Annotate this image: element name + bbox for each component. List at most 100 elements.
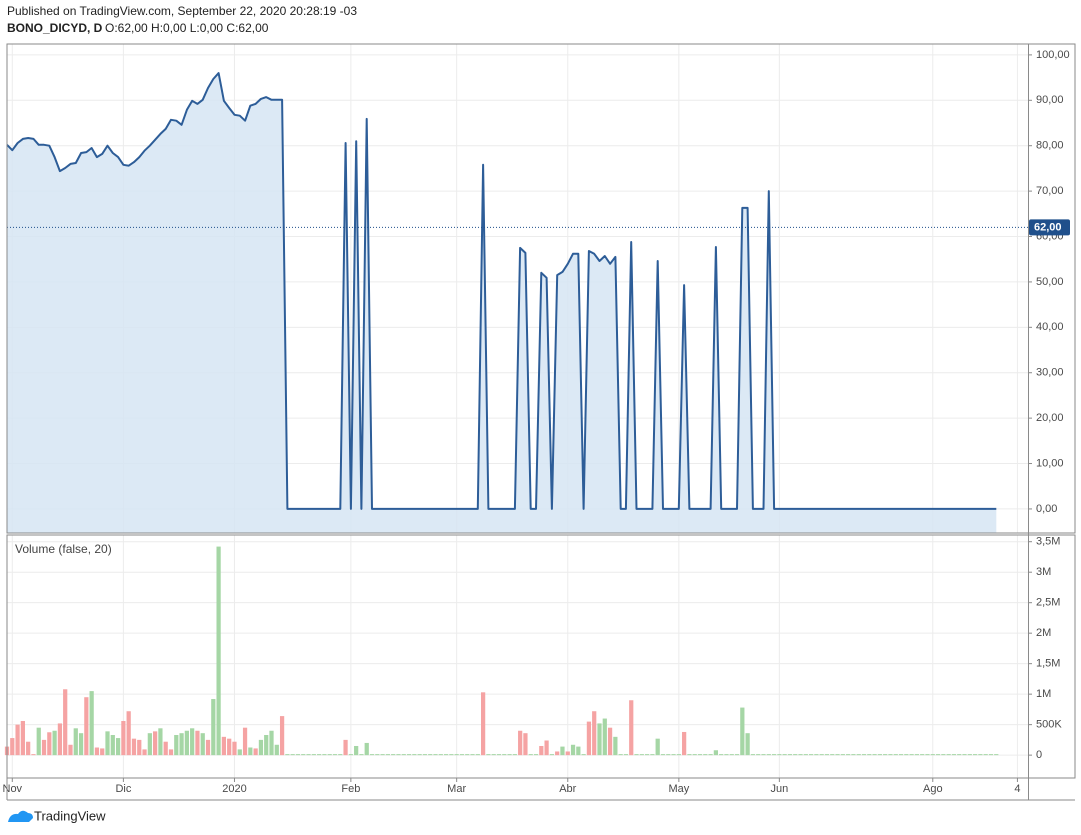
volume-bar [369, 754, 375, 756]
y-tick-label: 100,00 [1036, 49, 1070, 61]
volume-bar [375, 754, 380, 756]
y-tick-label: 0,00 [1036, 503, 1057, 515]
logo [8, 810, 33, 822]
volume-bar [295, 754, 301, 756]
volume-bar [893, 754, 898, 756]
volume-bar [639, 754, 644, 756]
volume-bar [391, 754, 396, 756]
volume-bar [438, 754, 443, 756]
volume-bar [819, 754, 824, 756]
volume-bar [734, 754, 740, 756]
y-tick-label: 2,5M [1036, 597, 1060, 609]
volume-bar [184, 730, 189, 756]
y-tick-label: 1,5M [1036, 658, 1060, 670]
volume-bar [703, 754, 708, 756]
volume-bar [47, 732, 52, 756]
volume-bar [740, 707, 745, 756]
volume-bar [20, 720, 25, 756]
last-price-label: 62,00 [1034, 221, 1062, 233]
volume-bar [359, 754, 364, 756]
volume-bar [454, 754, 459, 756]
volume-bar [31, 754, 36, 756]
volume-bar [560, 746, 565, 756]
volume-bar [475, 754, 480, 756]
last-price-box [1029, 219, 1070, 236]
volume-bar [793, 754, 798, 756]
volume-bar [872, 754, 877, 756]
volume-bar [756, 754, 761, 756]
volume-bar [988, 754, 994, 756]
volume-bar [89, 691, 94, 756]
volume-bar [147, 733, 152, 756]
volume-bar [311, 754, 316, 756]
volume-bar [380, 754, 385, 756]
volume-bar [644, 754, 650, 756]
volume-bar [771, 754, 777, 756]
volume-bar [242, 727, 248, 756]
y-tick-label: 0 [1036, 749, 1042, 761]
volume-bar [84, 697, 89, 756]
volume-bar [253, 748, 258, 756]
volume-bar [480, 692, 486, 756]
volume-bar [935, 754, 941, 756]
y-tick-label: 80,00 [1036, 140, 1064, 152]
volume-bar [856, 754, 861, 756]
volume-bar [655, 738, 660, 756]
volume-bar [883, 754, 888, 756]
volume-bar [428, 754, 433, 756]
volume-bar [507, 754, 512, 756]
volume-bar [549, 754, 555, 756]
volume-bar [327, 754, 332, 756]
volume-bar [73, 728, 78, 756]
y-tick-label: 30,00 [1036, 367, 1064, 379]
volume-bar [814, 754, 819, 756]
ohlc: O:62,00 H:0,00 L:0,00 C:62,00 [105, 21, 269, 35]
volume-bar [761, 754, 766, 756]
volume-bar [951, 754, 957, 756]
area-fill [7, 73, 997, 533]
volume-bar [840, 754, 845, 756]
volume-bar [930, 754, 935, 756]
volume-bar [301, 754, 306, 756]
volume-bar [248, 747, 253, 756]
volume-bar [983, 754, 988, 756]
volume-bar [190, 728, 195, 756]
volume-bar [539, 745, 544, 756]
volume-bar [586, 721, 592, 756]
y-tick-label: 3,5M [1036, 536, 1060, 548]
volume-bar [216, 546, 221, 756]
x-tick-label: 2020 [222, 783, 246, 795]
x-tick-label: 4 [1014, 783, 1020, 795]
volume-bar [555, 751, 560, 756]
volume-bar [745, 733, 750, 756]
volume-bar [687, 754, 692, 756]
volume-bar [666, 754, 671, 756]
volume-bar [808, 754, 814, 756]
volume-bar [941, 754, 946, 756]
volume-bar [364, 742, 369, 756]
volume-bar [465, 754, 470, 756]
volume-bar [972, 754, 978, 756]
volume-bar [851, 754, 856, 756]
volume-bar [205, 739, 211, 756]
price-line [6, 72, 997, 510]
volume-bar [105, 731, 110, 756]
y-tick-label: 50,00 [1036, 276, 1064, 288]
volume-bar [782, 754, 787, 756]
volume-bar [433, 754, 438, 756]
volume-bar [443, 754, 449, 756]
y-tick-label: 2M [1036, 627, 1051, 639]
volume-bar [470, 754, 475, 756]
volume-bar [544, 740, 549, 756]
volume-bar [708, 754, 713, 756]
volume-bar [946, 754, 951, 756]
volume-bar [100, 748, 105, 756]
volume-bar [994, 754, 999, 756]
volume-bar [597, 723, 602, 756]
volume-bar [835, 754, 840, 756]
volume-bar [68, 744, 73, 756]
volume-bar [142, 749, 147, 756]
y-tick-label: 3M [1036, 566, 1051, 578]
volume-bar [343, 739, 348, 756]
